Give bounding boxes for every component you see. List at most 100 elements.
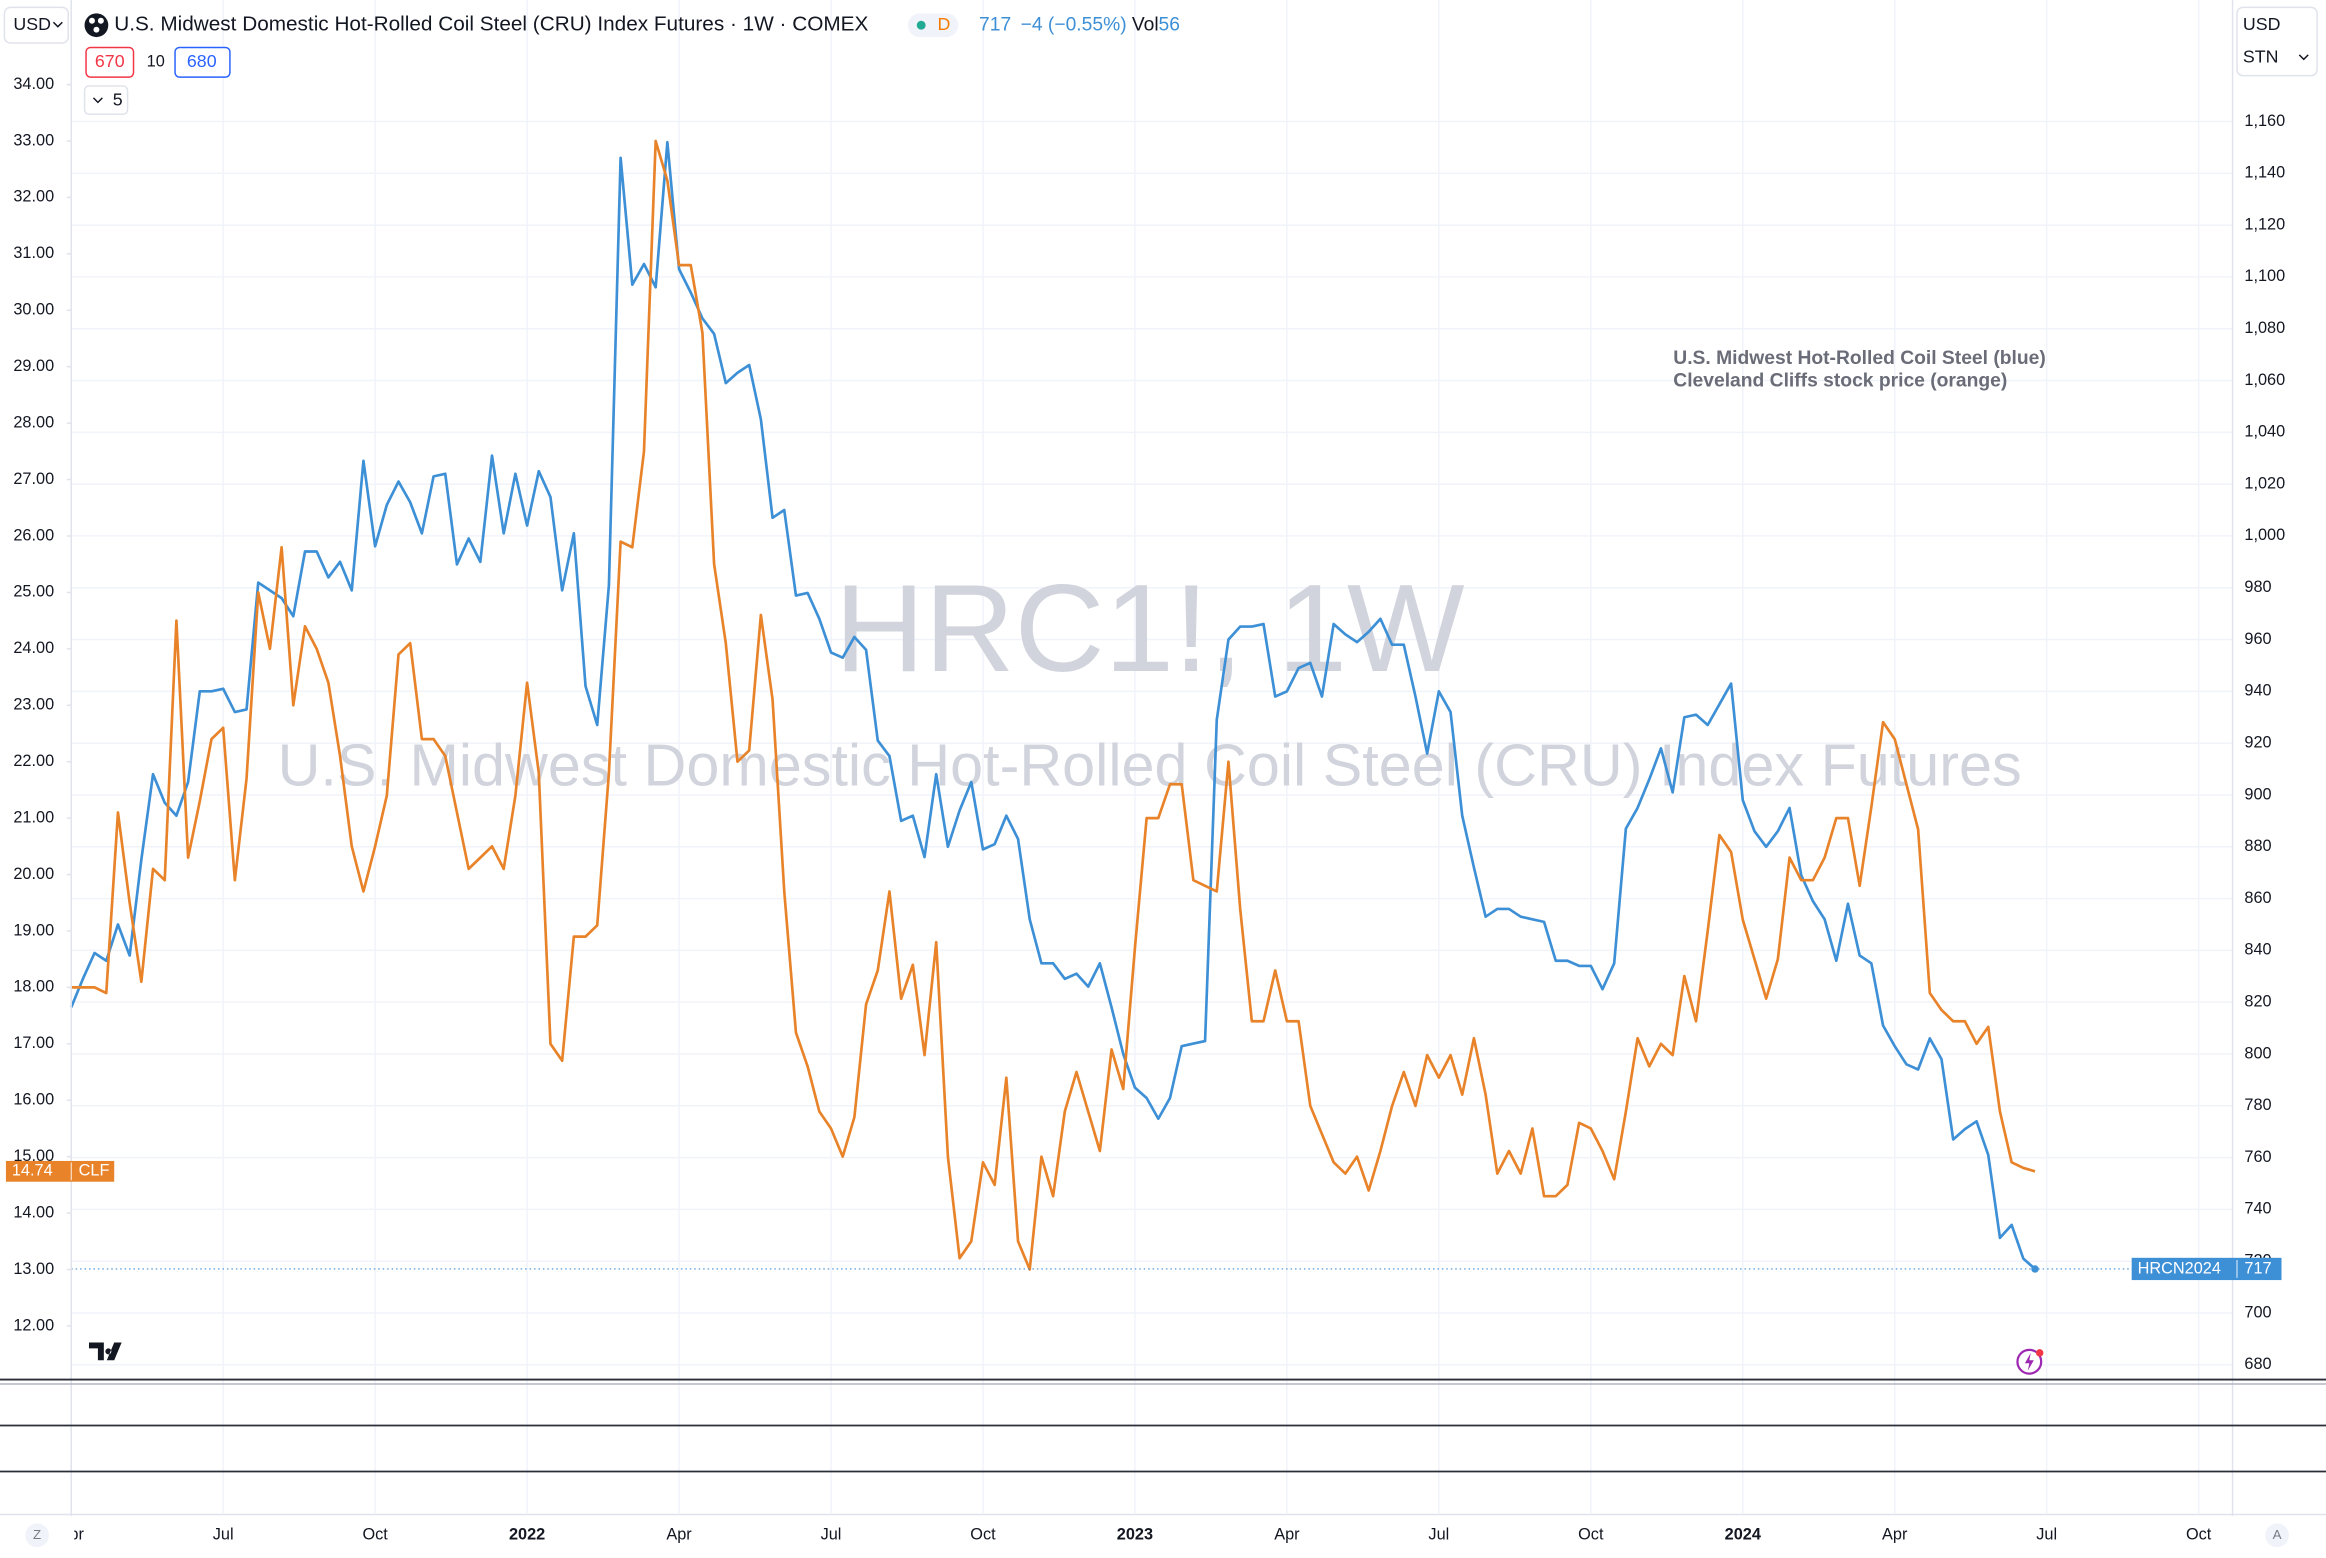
y2-tick-label: 960 (2244, 630, 2271, 648)
y2-tick-label: 1,040 (2244, 423, 2285, 441)
chevron-icon (52, 21, 63, 28)
y2-tick-label: 820 (2244, 992, 2271, 1010)
series-line (71, 139, 2036, 1271)
alert-icon-dot (2035, 1349, 2044, 1357)
y-tick-label: 20.00 (13, 865, 54, 883)
x-tick-label: 2022 (509, 1526, 545, 1544)
buy-button[interactable] (174, 46, 231, 78)
y2-tick-label: 840 (2244, 941, 2271, 959)
y-tick-label: 32.00 (13, 188, 54, 206)
y2-tick-label: 780 (2244, 1096, 2271, 1114)
last-value-dot (2031, 1265, 2039, 1273)
scale-button[interactable] (2236, 6, 2318, 77)
y-tick-label: 23.00 (13, 696, 54, 714)
x-tick-label: Jul (821, 1526, 842, 1544)
y2-tick-label: 760 (2244, 1148, 2271, 1166)
price-tag-value: 717 (2244, 1259, 2271, 1277)
y2-tick-label: 680 (2244, 1355, 2271, 1373)
currency-label[interactable]: USD (2243, 14, 2281, 34)
x-tick-label: Oct (2186, 1526, 2212, 1544)
price-tag-value: 14.74 (12, 1162, 53, 1180)
y-tick-label: 26.00 (13, 526, 54, 544)
y2-tick-label: 860 (2244, 889, 2271, 907)
y2-tick-label: 700 (2244, 1303, 2271, 1321)
zoom-button[interactable] (25, 1523, 49, 1548)
y2-tick-label: 1,160 (2244, 112, 2285, 130)
watermark-description: U.S. Midwest Domestic Hot-Rolled Coil St… (278, 732, 2022, 799)
y-tick-label: 24.00 (13, 639, 54, 657)
x-tick-label: Oct (970, 1526, 996, 1544)
symbol-title[interactable]: U.S. Midwest Domestic Hot-Rolled Coil St… (114, 13, 868, 36)
price-tags: HRCN2024 717 14.74 CLF (5, 1160, 2282, 1281)
y-tick-label: 21.00 (13, 808, 54, 826)
chevron-icon (2298, 54, 2309, 61)
symbol-icon-dot (97, 17, 104, 24)
time-axis: Apr Jul Oct 2022 Apr Jul Oct 2023 Apr Jul Oct 2024 A… (59, 1526, 2212, 1544)
y-tick-label: 22.00 (13, 752, 54, 770)
y2-tick-label: 1,060 (2244, 371, 2285, 389)
y-tick-label: 19.00 (13, 921, 54, 939)
y2-tick-label: 940 (2244, 682, 2271, 700)
buy-price[interactable]: 680 (187, 51, 217, 71)
x-tick-label: Oct (362, 1526, 388, 1544)
y-tick-label: 33.00 (13, 131, 54, 149)
order-quantity[interactable]: 10 (147, 53, 165, 71)
x-tick-label: Apr (59, 1526, 85, 1544)
y2-tick-label: 1,020 (2244, 474, 2285, 492)
sell-button[interactable] (85, 46, 135, 78)
y-tick-label: 31.00 (13, 244, 54, 262)
symbol-icon-dot (89, 17, 95, 24)
currency-label[interactable]: USD (13, 14, 51, 34)
y2-tick-label: 980 (2244, 578, 2271, 596)
currency-button[interactable] (3, 6, 69, 44)
x-tick-label: Apr (666, 1526, 692, 1544)
y2-tick-label: 1,080 (2244, 319, 2285, 337)
x-tick-label: Apr (1274, 1526, 1300, 1544)
y-tick-label: 27.00 (13, 470, 54, 488)
y-tick-label: 28.00 (13, 413, 54, 431)
axes-layer: Apr Jul Oct 2022 Apr Jul Oct 2023 Apr Jul Oct 2024 A… (13, 75, 2285, 1544)
last-price: 717 (979, 14, 1011, 35)
symbol-icon (84, 13, 109, 38)
symbol-icon-dot (93, 26, 100, 33)
unit-label[interactable]: STN (2243, 47, 2279, 67)
watermark-symbol: HRC1!, 1W (835, 559, 1465, 698)
grid-layer (70, 0, 2233, 1514)
y2-tick-label: 900 (2244, 785, 2271, 803)
chevron-icon (92, 97, 103, 104)
zoom-label[interactable]: Z (33, 1527, 41, 1542)
y-tick-label: 17.00 (13, 1034, 54, 1052)
x-tick-label: Jul (213, 1526, 234, 1544)
y2-tick-label: 1,000 (2244, 526, 2285, 544)
x-tick-label: 2024 (1725, 1526, 1761, 1544)
x-tick-label: Apr (1882, 1526, 1908, 1544)
y2-tick-label: 1,140 (2244, 164, 2285, 182)
price-change: −4 (−0.55%) (1021, 14, 1127, 35)
logo[interactable] (89, 1342, 122, 1361)
x-tick-label: Oct (1578, 1526, 1604, 1544)
y2-tick-label: 1,120 (2244, 215, 2285, 233)
y-tick-label: 16.00 (13, 1091, 54, 1109)
annotation: U.S. Midwest Hot-Rolled Coil Steel (blue… (1673, 348, 2045, 369)
y-tick-label: 12.00 (13, 1316, 54, 1334)
collapse-count[interactable]: 5 (113, 90, 123, 110)
y-tick-label: 30.00 (13, 301, 54, 319)
sell-price[interactable]: 670 (95, 51, 125, 71)
annotation: Cleveland Cliffs stock price (orange) (1673, 370, 2007, 391)
interval-badge: D (938, 14, 951, 34)
collapse-button[interactable] (83, 85, 129, 115)
auto-label[interactable]: A (2273, 1527, 2282, 1542)
y2-tick-label: 800 (2244, 1044, 2271, 1062)
x-tick-label: Jul (1428, 1526, 1449, 1544)
price-tag (2131, 1257, 2282, 1281)
y2-tick-label: 740 (2244, 1200, 2271, 1218)
y2-tick-label: 1,100 (2244, 267, 2285, 285)
y-tick-label: 29.00 (13, 357, 54, 375)
volume-value: 56 (1159, 14, 1180, 35)
y-tick-label: 14.00 (13, 1203, 54, 1221)
alert-icon-bolt (2024, 1352, 2034, 1371)
y-tick-label: 34.00 (13, 75, 54, 93)
auto-button[interactable] (2265, 1523, 2289, 1548)
x-tick-label: Jul (2036, 1526, 2057, 1544)
